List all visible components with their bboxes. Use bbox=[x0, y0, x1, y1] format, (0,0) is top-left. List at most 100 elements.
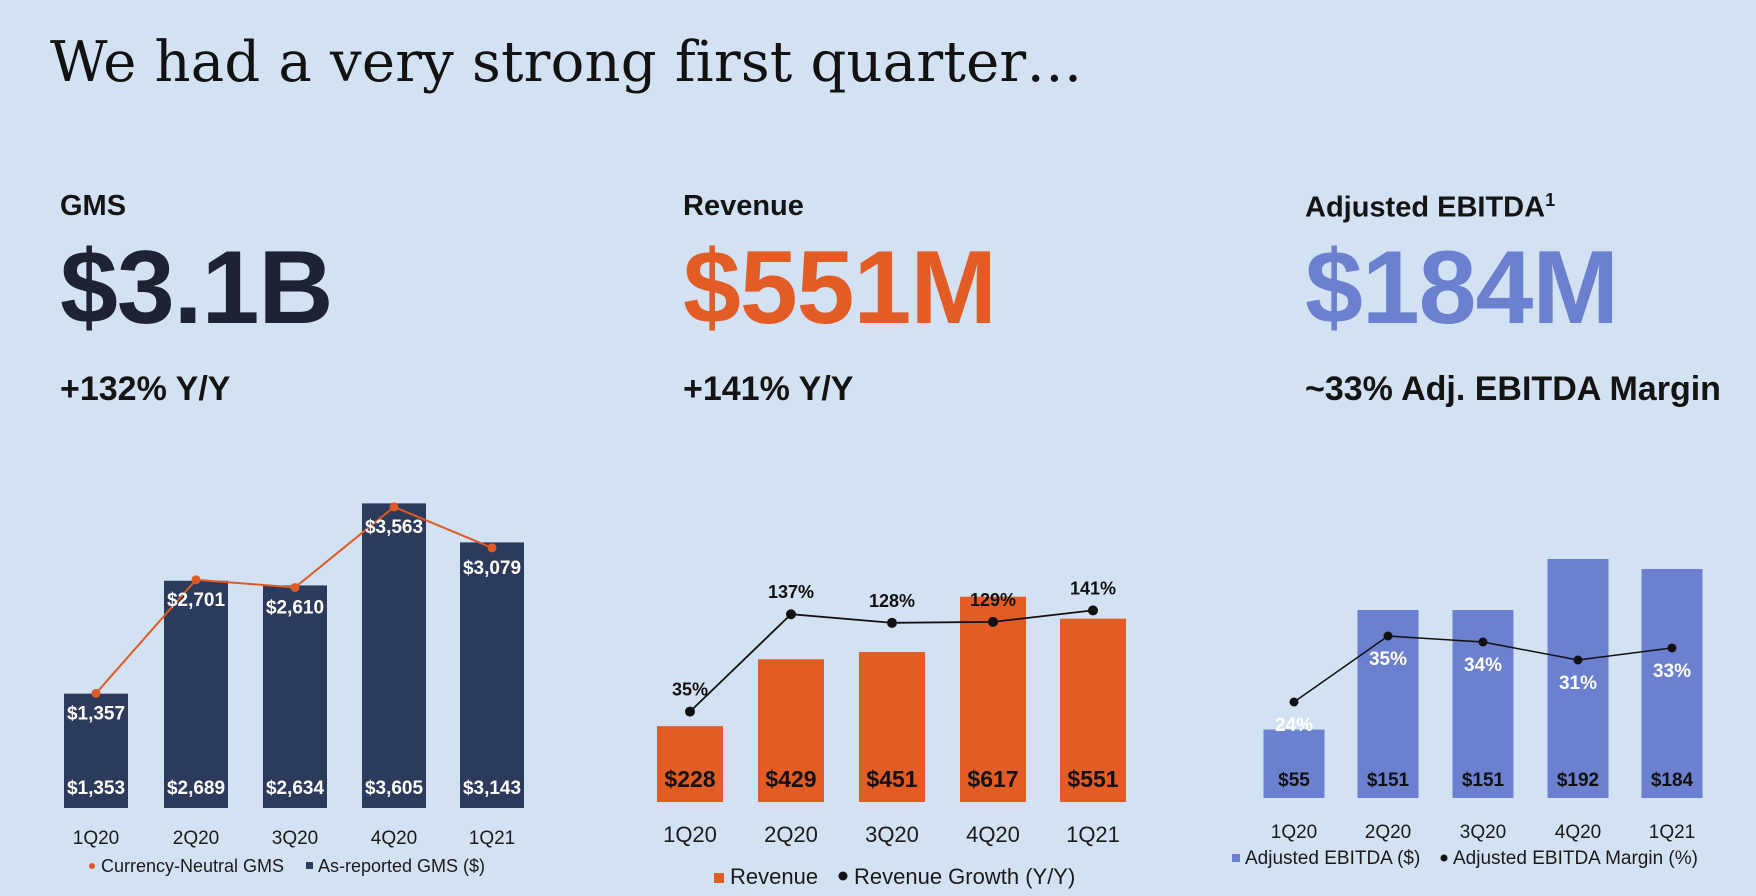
revenue-bar-label: $228 bbox=[664, 766, 715, 792]
revenue-change: +141% Y/Y bbox=[683, 370, 854, 408]
revenue-category-label: 1Q20 bbox=[663, 822, 717, 847]
revenue-category-label: 3Q20 bbox=[865, 822, 919, 847]
page-title: We had a very strong first quarter… bbox=[50, 30, 1083, 95]
revenue-category-label: 4Q20 bbox=[966, 822, 1020, 847]
ebitda-category-label: 1Q21 bbox=[1649, 822, 1695, 843]
gms-category-label: 4Q20 bbox=[371, 828, 417, 849]
legend-gms-label: As-reported GMS ($) bbox=[318, 856, 485, 876]
revenue-bar bbox=[859, 651, 925, 802]
gms-chart: $1,353 1Q20 $2,689 2Q20 $2,634 3Q20 $3,605 4Q20… bbox=[64, 502, 524, 876]
gms-category-label: 2Q20 bbox=[173, 828, 219, 849]
revenue-chart: $228 1Q20 $429 2Q20 $451 3Q20 $617 4Q20 $551 1Q21… bbox=[657, 578, 1126, 889]
ebitda-category-label: 1Q20 bbox=[1271, 822, 1317, 843]
gms-bar-label: $1,353 bbox=[67, 778, 125, 799]
revenue-bar-label: $429 bbox=[765, 766, 816, 792]
gms-panel: GMS $3.1B +132% Y/Y bbox=[60, 190, 600, 409]
ebitda-footnote: 1 bbox=[1545, 190, 1556, 210]
ebitda-bar bbox=[1263, 729, 1325, 798]
revenue-growth-point bbox=[1088, 605, 1098, 616]
revenue-bar-label: $551 bbox=[1067, 766, 1118, 792]
ebitda-margin-point bbox=[1383, 631, 1393, 641]
ebitda-margin-label: 33% bbox=[1653, 661, 1691, 682]
gms-category-label: 1Q20 bbox=[73, 828, 119, 849]
gms-cn-label: $2,610 bbox=[266, 597, 324, 618]
gms-bar bbox=[164, 580, 228, 808]
revenue-bar bbox=[1060, 618, 1126, 802]
revenue-category-label: 2Q20 bbox=[764, 822, 818, 847]
gms-bar-label: $3,605 bbox=[365, 778, 424, 799]
ebitda-margin-label: 34% bbox=[1464, 655, 1502, 676]
gms-bar-label: $2,689 bbox=[167, 778, 225, 799]
gms-bar-label: $3,143 bbox=[463, 778, 521, 799]
ebitda-chart: $55 1Q20 $151 2Q20 $151 3Q20 $192 4Q20 $184 1Q21 2… bbox=[1232, 558, 1703, 869]
legend-margin-marker bbox=[1440, 854, 1448, 862]
ebitda-category-label: 3Q20 bbox=[1460, 822, 1506, 843]
ebitda-value: $184M bbox=[1305, 230, 1619, 346]
gms-cn-point bbox=[389, 502, 399, 512]
gms-bar bbox=[64, 693, 128, 808]
gms-bar bbox=[263, 585, 327, 808]
gms-change: +132% Y/Y bbox=[60, 370, 231, 408]
gms-cn-point bbox=[91, 688, 101, 698]
revenue-value: $551M bbox=[683, 230, 997, 346]
ebitda-margin-label: 24% bbox=[1275, 715, 1313, 736]
revenue-growth-label: 137% bbox=[768, 582, 814, 602]
revenue-growth-label: 141% bbox=[1070, 578, 1116, 598]
ebitda-label-row: Adjusted EBITDA1 bbox=[1305, 190, 1756, 230]
ebitda-margin-label: 35% bbox=[1369, 649, 1407, 670]
revenue-growth-point bbox=[786, 609, 796, 620]
revenue-growth-label: 128% bbox=[869, 591, 915, 611]
gms-bar-label: $2,634 bbox=[266, 778, 325, 799]
revenue-bar bbox=[657, 726, 723, 802]
legend-cn-label: Currency-Neutral GMS bbox=[101, 856, 284, 876]
gms-cn-label: $1,357 bbox=[67, 703, 125, 724]
gms-bar bbox=[362, 503, 426, 808]
ebitda-bar-label: $192 bbox=[1557, 770, 1599, 791]
legend-cn-marker bbox=[89, 863, 95, 869]
ebitda-margin-point bbox=[1573, 655, 1583, 665]
ebitda-category-label: 2Q20 bbox=[1365, 822, 1411, 843]
gms-bar bbox=[460, 542, 524, 808]
ebitda-margin-point bbox=[1478, 637, 1488, 647]
ebitda-margin-label: 31% bbox=[1559, 673, 1597, 694]
ebitda-bar bbox=[1547, 558, 1609, 798]
ebitda-margin-point bbox=[1667, 643, 1677, 653]
ebitda-bar-label: $151 bbox=[1462, 770, 1505, 791]
ebitda-bar-label: $184 bbox=[1651, 770, 1694, 791]
revenue-bar bbox=[758, 659, 824, 802]
legend-growth-label: Revenue Growth (Y/Y) bbox=[854, 864, 1075, 889]
ebitda-panel: Adjusted EBITDA1 $184M ~33% Adj. EBITDA … bbox=[1305, 190, 1756, 409]
ebitda-change: ~33% Adj. EBITDA Margin bbox=[1305, 370, 1721, 408]
gms-category-label: 3Q20 bbox=[272, 828, 318, 849]
ebitda-bar bbox=[1641, 568, 1703, 798]
legend-growth-marker bbox=[838, 871, 848, 881]
gms-category-label: 1Q21 bbox=[469, 828, 515, 849]
ebitda-bar bbox=[1357, 610, 1419, 798]
legend-revenue-marker bbox=[714, 873, 724, 883]
gms-cn-label: $2,701 bbox=[167, 590, 226, 611]
ebitda-bar-label: $55 bbox=[1278, 770, 1310, 791]
ebitda-category-label: 4Q20 bbox=[1555, 822, 1601, 843]
revenue-bar-label: $451 bbox=[866, 766, 917, 792]
legend-gms-marker bbox=[306, 862, 313, 869]
revenue-panel: Revenue $551M +141% Y/Y bbox=[683, 190, 1223, 409]
gms-cn-label: $3,563 bbox=[365, 517, 423, 538]
ebitda-margin-point bbox=[1289, 697, 1299, 707]
gms-label: GMS bbox=[60, 190, 127, 222]
ebitda-bar-label: $151 bbox=[1367, 770, 1410, 791]
gms-value: $3.1B bbox=[60, 230, 334, 346]
legend-ebitda-label: Adjusted EBITDA ($) bbox=[1245, 848, 1420, 869]
revenue-category-label: 1Q21 bbox=[1066, 822, 1120, 847]
revenue-growth-label: 129% bbox=[970, 590, 1016, 610]
revenue-growth-point bbox=[887, 617, 897, 628]
legend-margin-label: Adjusted EBITDA Margin (%) bbox=[1453, 848, 1698, 869]
revenue-growth-label: 35% bbox=[672, 680, 708, 700]
legend-revenue-label: Revenue bbox=[730, 864, 818, 889]
ebitda-label: Adjusted EBITDA bbox=[1305, 191, 1546, 224]
revenue-growth-point bbox=[685, 706, 695, 717]
revenue-label: Revenue bbox=[683, 190, 804, 222]
revenue-bar-label: $617 bbox=[967, 766, 1018, 792]
legend-ebitda-marker bbox=[1232, 854, 1240, 862]
revenue-bar bbox=[960, 596, 1026, 802]
gms-cn-label: $3,079 bbox=[463, 558, 521, 579]
